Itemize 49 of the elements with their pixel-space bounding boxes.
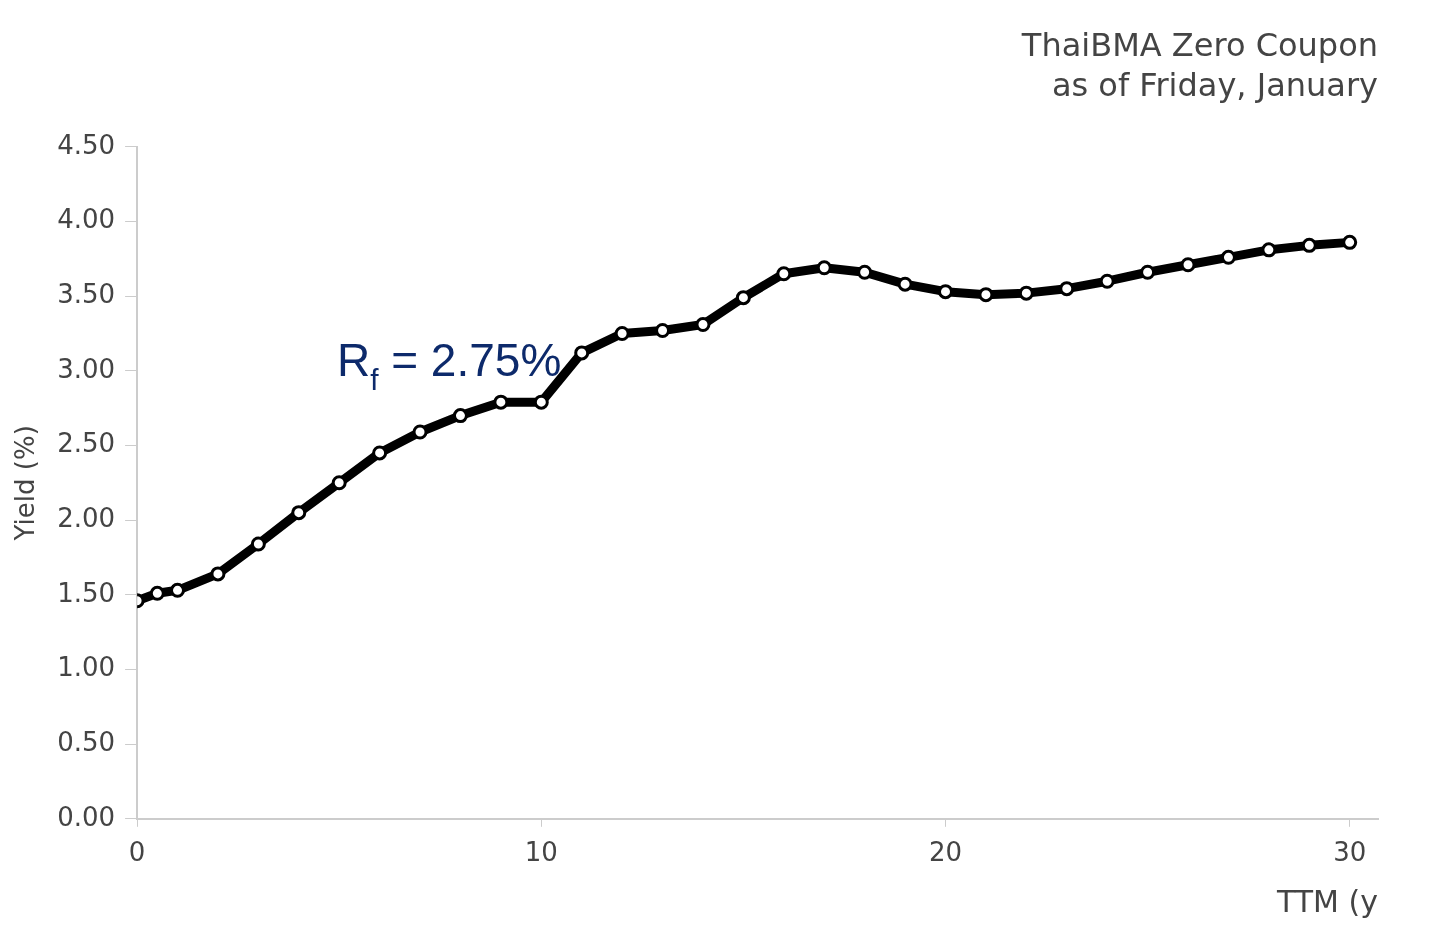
point <box>1261 242 1277 258</box>
point <box>897 276 913 292</box>
point <box>149 585 165 601</box>
point <box>533 394 549 410</box>
x-tick-label: 20 <box>928 837 963 868</box>
point <box>1301 237 1317 253</box>
point <box>1059 281 1075 297</box>
point <box>1342 234 1358 250</box>
point <box>735 290 751 306</box>
chart-title: ThaiBMA Zero Coupon <box>1020 25 1378 64</box>
point <box>574 345 590 361</box>
y-tick-label: 3.50 <box>57 278 116 309</box>
y-tick-label: 2.00 <box>57 502 116 533</box>
point <box>493 394 509 410</box>
point <box>412 424 428 440</box>
point <box>331 475 347 491</box>
x-axis-title: TTM (y <box>1275 883 1378 919</box>
point <box>210 566 226 582</box>
x-tick-label: 30 <box>1333 837 1367 868</box>
point <box>170 582 186 598</box>
point <box>452 408 468 424</box>
point <box>1140 264 1156 280</box>
point <box>372 445 388 461</box>
y-tick-label: 1.50 <box>57 577 116 608</box>
point <box>291 505 307 521</box>
point <box>695 317 711 333</box>
point <box>1180 257 1196 273</box>
x-tick-label: 0 <box>128 837 146 868</box>
point <box>655 322 671 338</box>
y-tick-label: 1.00 <box>57 652 116 683</box>
point <box>1018 285 1034 301</box>
chart-subtitle: as of Friday, January <box>1051 65 1378 104</box>
point <box>857 264 873 280</box>
point <box>776 266 792 282</box>
y-tick-label: 3.00 <box>57 353 116 384</box>
point <box>938 284 953 300</box>
point <box>614 325 630 341</box>
y-tick-label: 4.50 <box>57 129 116 160</box>
y-tick-label: 2.50 <box>57 428 116 459</box>
point <box>1220 249 1236 265</box>
y-tick-label: 0.50 <box>57 726 116 757</box>
y-axis-title: Yield (%) <box>10 425 41 542</box>
x-tick-label: 10 <box>524 837 558 868</box>
y-tick-label: 0.00 <box>57 801 116 832</box>
point <box>250 536 266 552</box>
point <box>1099 273 1115 289</box>
y-tick-label: 4.00 <box>57 204 116 235</box>
point <box>816 260 832 276</box>
point <box>978 287 994 303</box>
